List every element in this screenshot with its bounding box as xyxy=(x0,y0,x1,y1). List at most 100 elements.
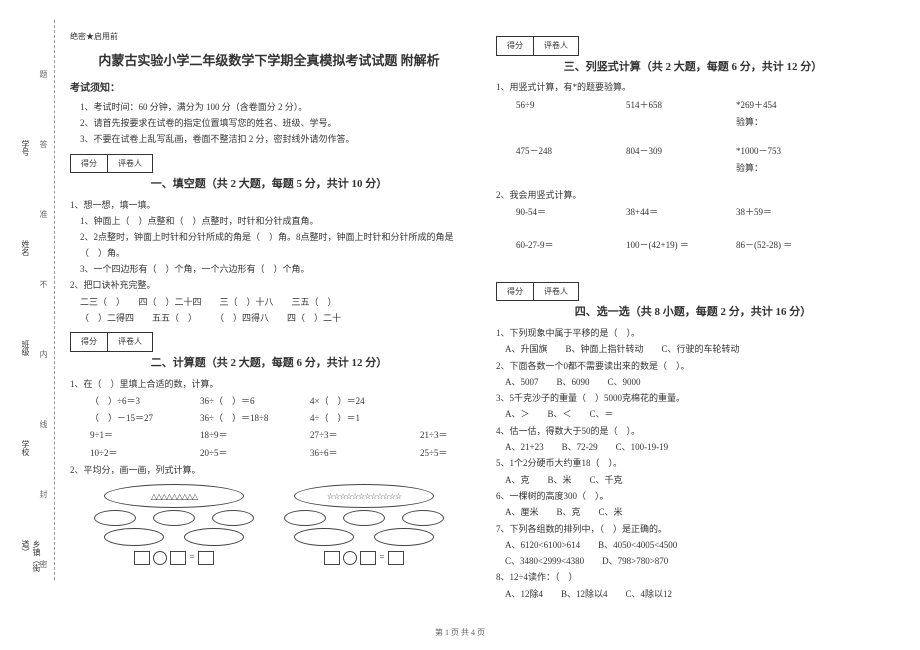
c: 25÷5＝ xyxy=(420,446,500,461)
s2-r4: 10÷2＝20÷5＝36÷6＝25÷5＝ xyxy=(90,446,468,461)
c: （ ）－15＝27 xyxy=(90,411,170,426)
score-row-3: 得分 评卷人 xyxy=(496,36,890,56)
s3-r2b: 验算： xyxy=(516,161,890,176)
section-4-title: 四、选一选（共 8 小题，每题 2 分，共计 16 分） xyxy=(496,303,890,322)
s1-q2: 2、把口诀补充完整。 xyxy=(70,278,468,293)
field-id: 学号 xyxy=(20,140,31,156)
box xyxy=(170,551,186,565)
content-columns: 绝密★启用前 内蒙古实验小学二年级数学下学期全真模拟考试试题 附解析 考试须知：… xyxy=(70,30,890,590)
s4-i11: A、厘米 B、克 C、米 xyxy=(496,505,890,520)
score-label-4: 得分 xyxy=(497,283,534,301)
s4-i5: A、＞ B、＜ C、＝ xyxy=(496,407,890,422)
c xyxy=(516,161,596,176)
bo xyxy=(374,528,434,546)
c xyxy=(516,115,596,130)
mo xyxy=(153,510,195,526)
s2-q2: 2、平均分，画一画，列式计算。 xyxy=(70,463,468,478)
marker-label-3: 评卷人 xyxy=(534,37,578,55)
s3-q2: 2、我会用竖式计算。 xyxy=(496,188,890,203)
s3-r3: 90-54＝38+44＝38＋59＝ xyxy=(516,205,890,220)
binding-margin: 乡镇（街道） 学校 班级 姓名 学号 密 封 线 内 不 准 答 题 xyxy=(0,20,55,580)
s4-i16: A、12除4 B、12除以4 C、4除以12 xyxy=(496,587,890,602)
op xyxy=(153,551,167,565)
c: 56÷9 xyxy=(516,98,596,113)
s4-i0: 1、下列现象中属于平移的是（ ）。 xyxy=(496,326,890,341)
exam-title: 内蒙古实验小学二年级数学下学期全真模拟考试试题 附解析 xyxy=(70,50,468,72)
c: 9÷1＝ xyxy=(90,428,170,443)
notice-3: 3、不要在试卷上乱写乱画，卷面不整洁扣 2 分，密封线外请勿作答。 xyxy=(80,132,468,147)
mo xyxy=(343,510,385,526)
seal-char-6: 答 xyxy=(38,140,49,148)
s1-q2-l2: （ ）二得四 五五（ ） （ ）四得八 四（ ）二十 xyxy=(80,311,468,326)
score-row-1: 得分 评卷人 xyxy=(70,154,468,174)
s2-q1: 1、在（ ）里填上合适的数，计算。 xyxy=(70,377,468,392)
field-school: 学校 xyxy=(20,440,31,456)
box xyxy=(324,551,340,565)
mo xyxy=(212,510,254,526)
field-name: 姓名 xyxy=(20,240,31,256)
c xyxy=(626,161,706,176)
s4-i15: 8、12÷4读作：（ ） xyxy=(496,570,890,585)
c: 4×（ ）＝24 xyxy=(310,394,390,409)
s4-i8: 5、1个2分硬币大约重18（ ）。 xyxy=(496,456,890,471)
s3-q1: 1、用竖式计算，有*的题要验算。 xyxy=(496,80,890,95)
box xyxy=(198,551,214,565)
c: 10÷2＝ xyxy=(90,446,170,461)
notice-head: 考试须知： xyxy=(70,80,468,97)
c: 60-27-9＝ xyxy=(516,238,596,253)
s4-i2: 2、下面各数一个0都不需要读出来的数是（ ）。 xyxy=(496,359,890,374)
seal-char-3: 内 xyxy=(38,350,49,358)
section-3-title: 三、列竖式计算（共 2 大题，每题 6 分，共计 12 分） xyxy=(496,58,890,77)
section-2-title: 二、计算题（共 2 大题，每题 6 分，共计 12 分） xyxy=(70,354,468,373)
score-box-2: 得分 评卷人 xyxy=(70,332,153,352)
box xyxy=(134,551,150,565)
star-oval: ☆☆☆☆☆☆☆☆☆☆☆☆ xyxy=(294,484,434,508)
right-column: 得分 评卷人 三、列竖式计算（共 2 大题，每题 6 分，共计 12 分） 1、… xyxy=(496,30,890,590)
c: 38+44＝ xyxy=(626,205,706,220)
s4-i1: A、升国旗 B、钟面上指针转动 C、行驶的车轮转动 xyxy=(496,342,890,357)
page-footer: 第 1 页 共 4 页 xyxy=(0,627,920,638)
s4-i9: A、克 B、米 C、千克 xyxy=(496,473,890,488)
s4-i3: A、5007 B、6090 C、9000 xyxy=(496,375,890,390)
s4-i7: A、21+23 B、72-29 C、100-19-19 xyxy=(496,440,890,455)
score-row-2: 得分 评卷人 xyxy=(70,332,468,352)
secret-label: 绝密★启用前 xyxy=(70,30,468,44)
s1-q1-l2: 2、2点整时，钟面上时针和分针所成的角是（ ）角。8点整时，钟面上时针和分针所成… xyxy=(80,230,468,261)
c: 验算： xyxy=(736,161,816,176)
s3-r2: 475－248804－309*1000－753 xyxy=(516,144,890,159)
c: *1000－753 xyxy=(736,144,816,159)
c: （ ）÷6＝3 xyxy=(90,394,170,409)
c: *269＋454 xyxy=(736,98,816,113)
marker-label-4: 评卷人 xyxy=(534,283,578,301)
field-class: 班级 xyxy=(20,340,31,356)
s2-r1: （ ）÷6＝336÷（ ）＝64×（ ）＝24 xyxy=(90,394,468,409)
c: 36÷（ ）＝18÷8 xyxy=(200,411,280,426)
c: 514＋658 xyxy=(626,98,706,113)
c: 验算： xyxy=(736,115,816,130)
c: 475－248 xyxy=(516,144,596,159)
s4-i10: 6、一棵树的高度300（ ）。 xyxy=(496,489,890,504)
bo xyxy=(104,528,164,546)
score-row-4: 得分 评卷人 xyxy=(496,282,890,302)
left-column: 绝密★启用前 内蒙古实验小学二年级数学下学期全真模拟考试试题 附解析 考试须知：… xyxy=(70,30,468,590)
c: 20÷5＝ xyxy=(200,446,280,461)
seal-char-1: 封 xyxy=(38,490,49,498)
seal-char-7: 题 xyxy=(38,70,49,78)
s4-i4: 3、5千克沙子的重量（ ）5000克棉花的重量。 xyxy=(496,391,890,406)
c: 18÷9＝ xyxy=(200,428,280,443)
s2-r3: 9÷1＝18÷9＝27÷3＝21÷3＝ xyxy=(90,428,468,443)
score-label-2: 得分 xyxy=(71,333,108,351)
score-box-1: 得分 评卷人 xyxy=(70,154,153,174)
score-label: 得分 xyxy=(71,155,108,173)
bo xyxy=(184,528,244,546)
s2-r2: （ ）－15＝2736÷（ ）＝18÷84÷（ ）＝1 xyxy=(90,411,468,426)
section-1-title: 一、填空题（共 2 大题，每题 5 分，共计 10 分） xyxy=(70,175,468,194)
op xyxy=(343,551,357,565)
seal-char-4: 不 xyxy=(38,280,49,288)
diagrams: △△△△△△△△△ = ☆☆☆☆☆☆☆☆☆☆☆☆ = xyxy=(70,484,468,565)
c: 21÷3＝ xyxy=(420,428,500,443)
s3-r4: 60-27-9＝ 100－(42+19) ＝ 86－(52-28) ＝ xyxy=(516,238,890,253)
c xyxy=(626,115,706,130)
c: 86－(52-28) ＝ xyxy=(736,238,816,253)
c: 100－(42+19) ＝ xyxy=(626,238,706,253)
